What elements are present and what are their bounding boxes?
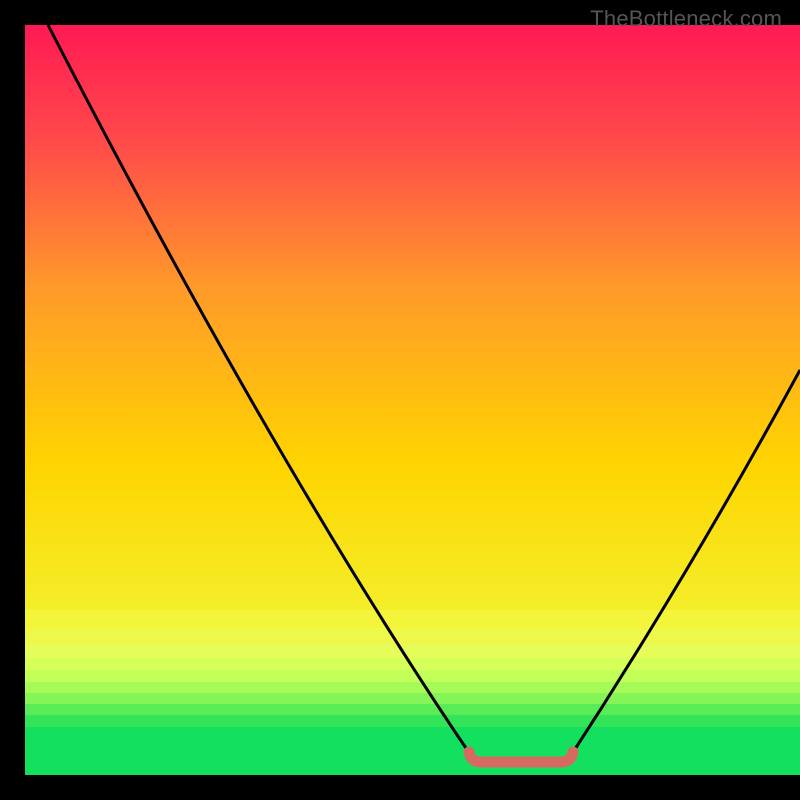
watermark-text: TheBottleneck.com xyxy=(590,6,782,32)
gradient-upper xyxy=(25,25,800,610)
chart-frame: TheBottleneck.com xyxy=(0,0,800,800)
bottleneck-chart-svg xyxy=(25,25,800,775)
plot-area xyxy=(25,25,800,775)
band-region xyxy=(25,610,800,775)
